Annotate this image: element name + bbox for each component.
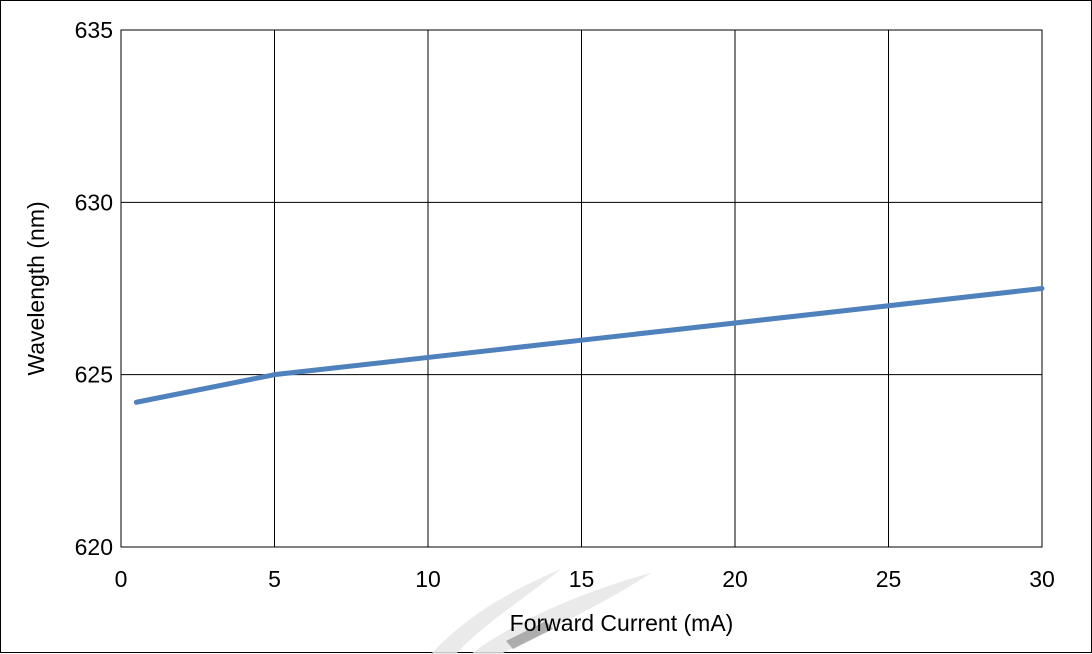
y-tick-label: 625 — [75, 362, 113, 388]
x-tick-label: 10 — [415, 566, 441, 592]
gridlines — [121, 30, 1042, 547]
y-tick-label: 620 — [75, 534, 113, 560]
x-tick-label: 15 — [569, 566, 595, 592]
x-tick-label: 20 — [722, 566, 748, 592]
x-tick-label: 0 — [115, 566, 128, 592]
y-axis-tick-labels: 620 625 630 635 — [75, 17, 113, 560]
x-axis-title: Forward Current (mA) — [510, 610, 734, 636]
x-tick-label: 25 — [876, 566, 902, 592]
y-tick-label: 630 — [75, 189, 113, 215]
x-axis-tick-labels: 0 5 10 15 20 25 30 — [115, 566, 1055, 592]
x-tick-label: 30 — [1029, 566, 1055, 592]
x-tick-label: 5 — [268, 566, 281, 592]
y-axis-title: Wavelength (nm) — [23, 201, 49, 375]
series-layer — [136, 288, 1042, 402]
y-tick-label: 635 — [75, 17, 113, 43]
series-line-0 — [136, 289, 1042, 403]
